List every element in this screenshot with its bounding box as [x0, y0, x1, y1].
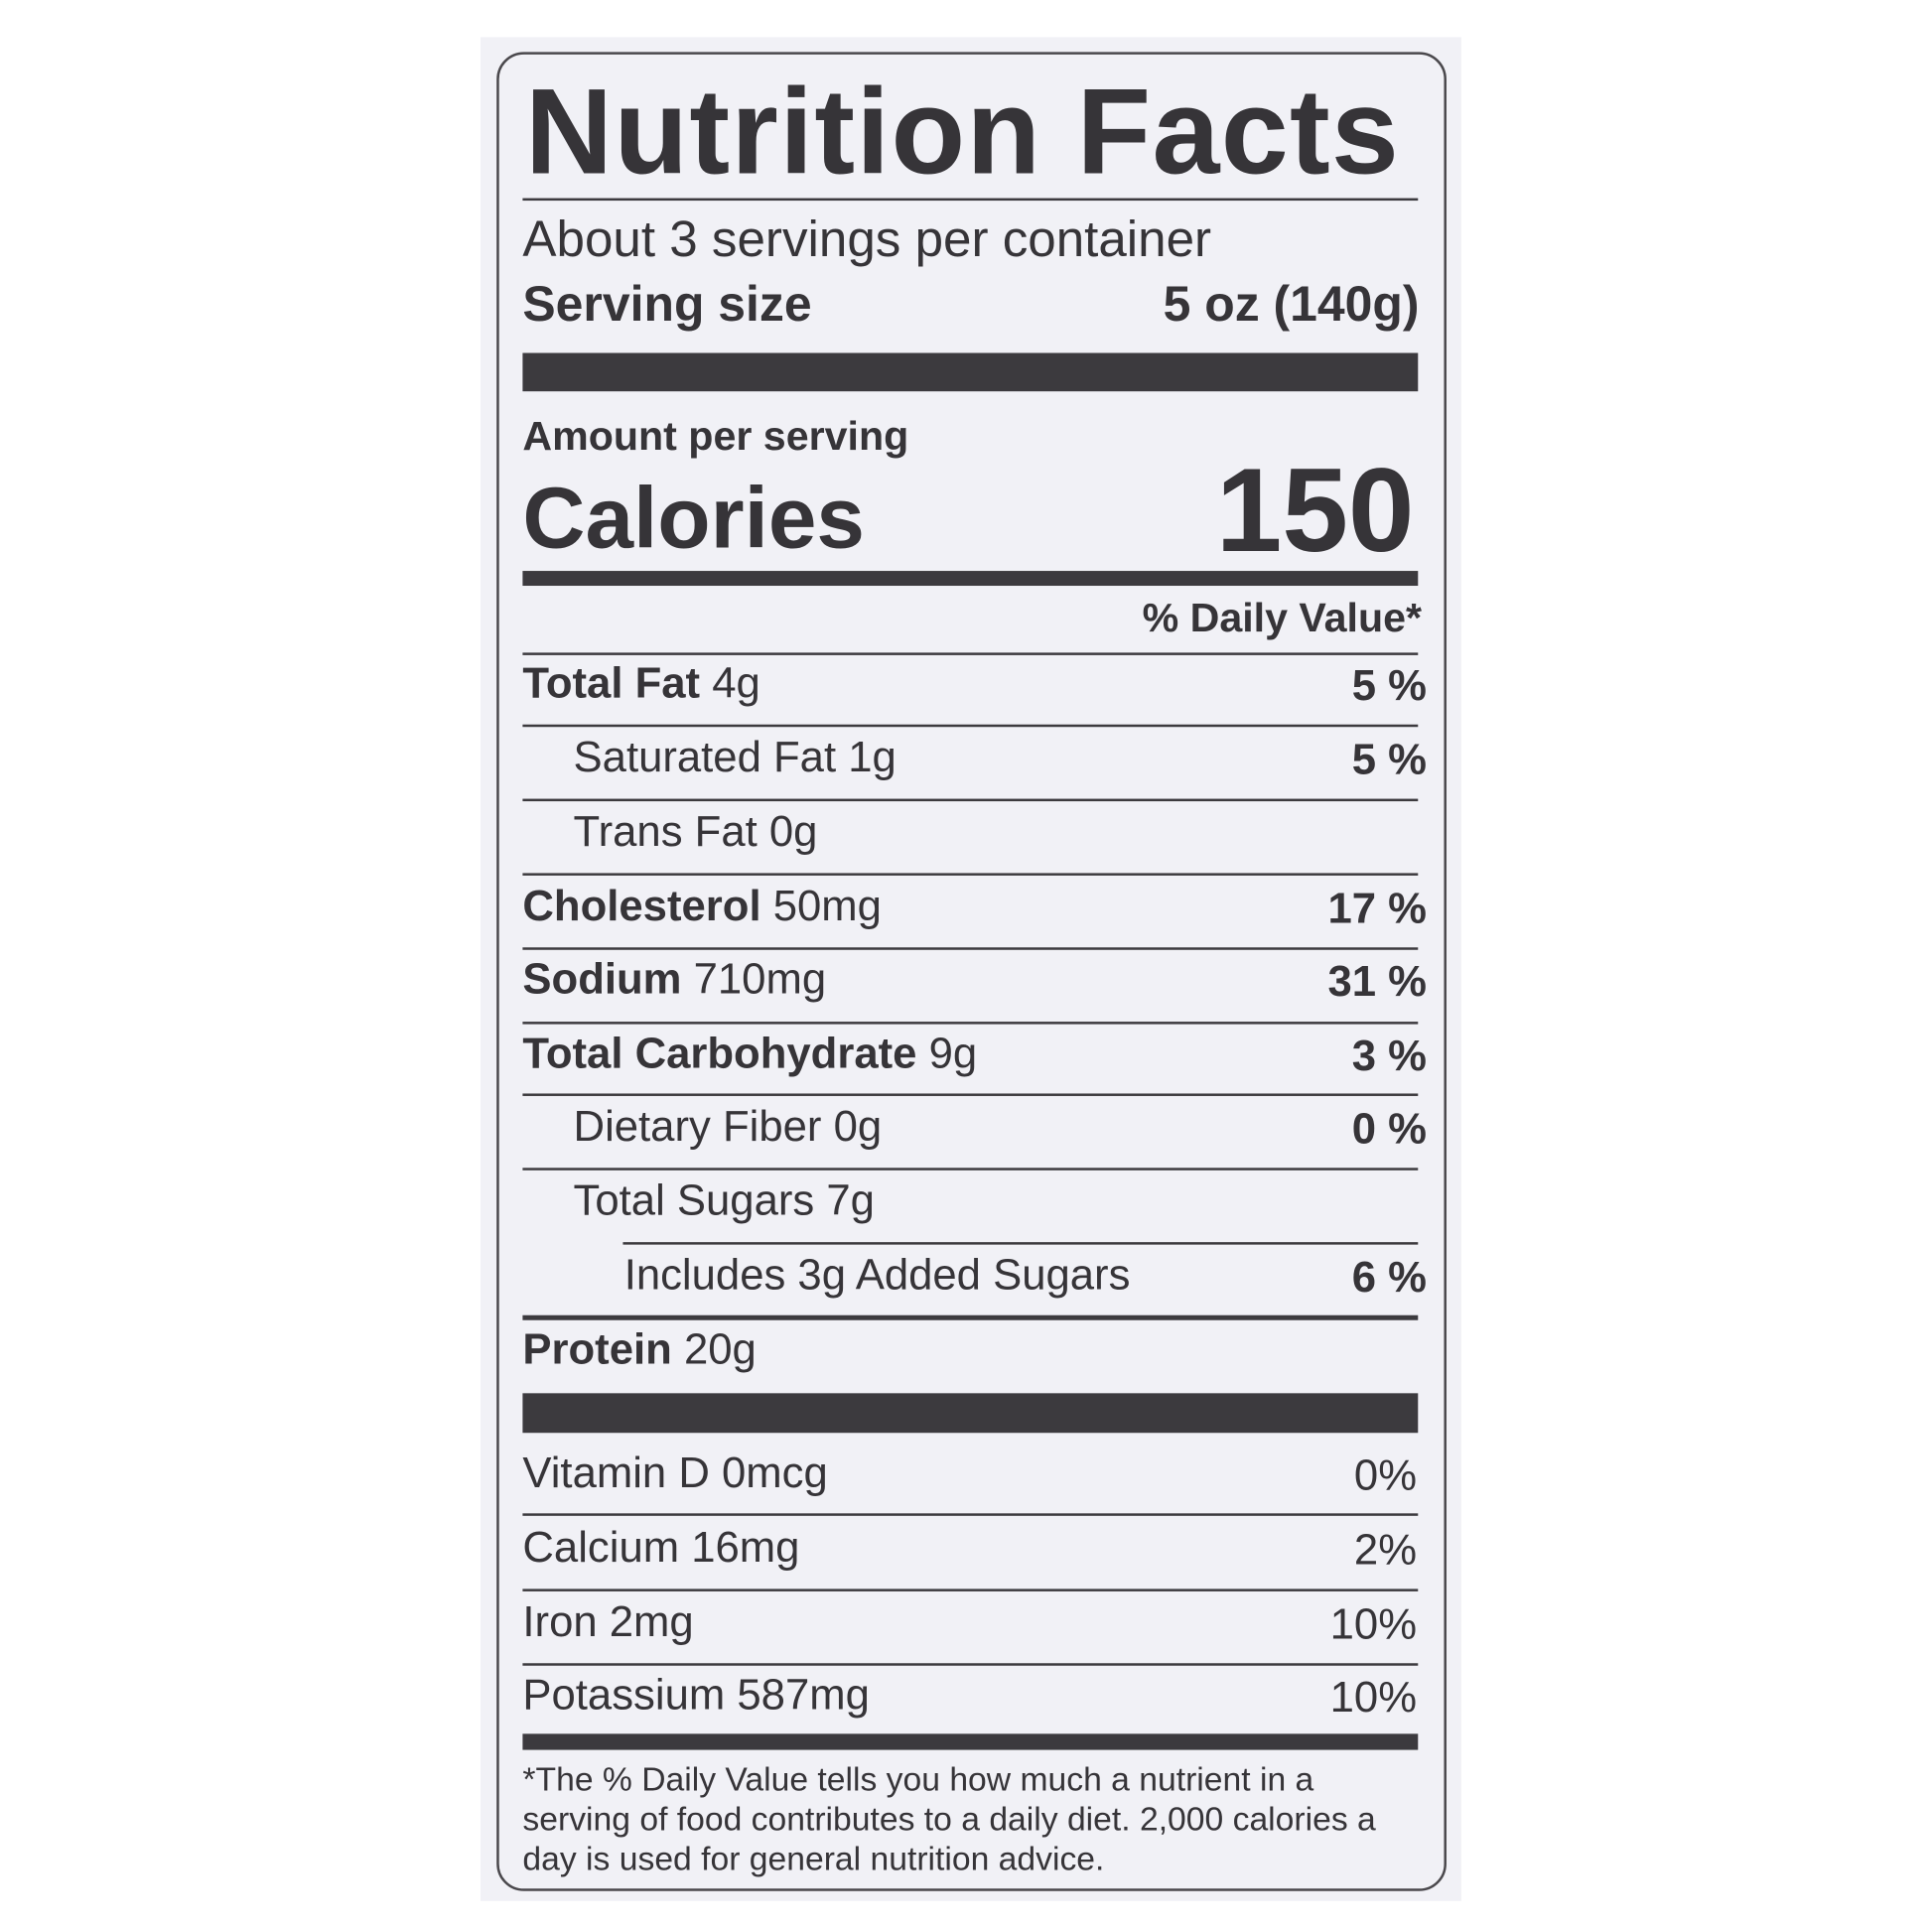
thick-bar	[522, 352, 1419, 392]
title: Nutrition Facts	[524, 63, 1401, 200]
vitamin-name: Potassium	[522, 1670, 726, 1720]
nutrient-row: Cholesterol 50mg 17 %	[522, 877, 1427, 948]
vitamin-daily-value: 2%	[1353, 1525, 1418, 1575]
nutrient-daily-value: 0 %	[1351, 1104, 1428, 1154]
nutrient-row: Dietary Fiber 0g 0 %	[574, 1097, 1427, 1169]
nutrient-name-text: Total Sugars 7g	[574, 1176, 875, 1226]
thick-bar	[522, 1393, 1419, 1434]
nutrient-amount: 0g	[768, 807, 818, 856]
calories-label: Calories	[522, 469, 865, 567]
vitamin-name-text: Vitamin D 0mcg	[522, 1449, 827, 1498]
vitamin-name-text: Iron 2mg	[522, 1597, 693, 1647]
vitamin-row: Calcium 16mg 2%	[522, 1518, 1427, 1589]
nutrient-amount: 4g	[712, 658, 760, 708]
nutrient-amount: 710mg	[693, 954, 827, 1004]
footnote: *The % Daily Value tells you how much a …	[522, 1760, 1376, 1878]
nutrient-name: Sodium	[522, 954, 682, 1004]
vitamin-name-text: Potassium 587mg	[522, 1671, 869, 1721]
nutrient-daily-value: 31 %	[1327, 957, 1428, 1006]
vitamin-amount: 16mg	[691, 1523, 800, 1572]
nutrient-row: Includes 3g Added Sugars 6 %	[624, 1246, 1427, 1317]
nutrient-name: Cholesterol	[522, 882, 761, 930]
nutrient-name-text: Dietary Fiber 0g	[574, 1102, 883, 1152]
divider	[522, 1513, 1419, 1516]
nutrient-amount: 20g	[683, 1324, 757, 1374]
nutrient-name-text: Cholesterol 50mg	[522, 882, 882, 931]
nutrient-name-text: Total Carbohydrate 9g	[522, 1030, 977, 1079]
nutrient-row: Saturated Fat 1g 5 %	[574, 728, 1427, 799]
vitamin-name-text: Calcium 16mg	[522, 1523, 799, 1573]
nutrient-name-text: Total Fat 4g	[522, 659, 759, 709]
nutrient-amount: 50mg	[772, 882, 882, 930]
vitamin-amount: 587mg	[737, 1670, 870, 1720]
divider	[522, 1022, 1419, 1025]
serving-size-label: Serving size	[522, 277, 812, 333]
nutrient-amount: 7g	[826, 1176, 875, 1225]
vitamin-row: Vitamin D 0mcg 0%	[522, 1444, 1427, 1515]
nutrient-amount: 9g	[928, 1029, 978, 1078]
nutrient-daily-value: 17 %	[1327, 884, 1428, 933]
nutrient-name: Total Sugars	[573, 1176, 815, 1225]
label-border	[496, 52, 1447, 1891]
nutrient-row: Trans Fat 0g	[574, 802, 1427, 874]
nutrient-daily-value: 6 %	[1351, 1253, 1428, 1303]
vitamin-amount: 2mg	[609, 1597, 694, 1646]
vitamin-row: Potassium 587mg 10%	[522, 1666, 1427, 1737]
vitamin-daily-value: 10%	[1329, 1673, 1418, 1722]
nutrient-daily-value: 5 %	[1351, 661, 1428, 710]
nutrient-amount: 0g	[833, 1102, 883, 1151]
divider	[522, 724, 1419, 728]
servings-per-container: About 3 servings per container	[522, 210, 1212, 268]
nutrient-name: Protein	[522, 1324, 672, 1374]
medium-bar	[522, 571, 1419, 587]
nutrient-row: Total Carbohydrate 9g 3 %	[522, 1025, 1427, 1096]
divider	[522, 652, 1419, 655]
divider	[522, 1168, 1419, 1171]
nutrient-name: Total Carbohydrate	[522, 1029, 917, 1078]
vitamin-row: Iron 2mg 10%	[522, 1592, 1427, 1664]
nutrient-daily-value: 5 %	[1351, 735, 1428, 784]
amount-per-serving: Amount per serving	[522, 412, 909, 459]
serving-size-value: 5 oz (140g)	[1163, 277, 1420, 333]
divider	[522, 1093, 1419, 1096]
vitamin-daily-value: 10%	[1329, 1599, 1418, 1649]
calories-value: 150	[1215, 444, 1415, 578]
vitamin-name: Vitamin D	[522, 1449, 710, 1498]
nutrient-row: Total Sugars 7g	[574, 1172, 1427, 1243]
nutrient-name: Saturated Fat	[573, 733, 837, 782]
nutrient-name: Dietary Fiber	[573, 1102, 822, 1151]
vitamin-daily-value: 0%	[1353, 1450, 1418, 1500]
nutrient-name-text: Protein 20g	[522, 1325, 756, 1375]
nutrient-name: Includes 3g Added Sugars	[623, 1250, 1131, 1300]
nutrient-name: Total Fat	[522, 658, 701, 708]
nutrient-daily-value: 3 %	[1351, 1032, 1428, 1080]
nutrient-name-text: Sodium 710mg	[522, 955, 826, 1005]
nutrient-name-text: Saturated Fat 1g	[574, 733, 897, 782]
divider	[522, 1663, 1419, 1666]
nutrient-name: Trans Fat	[573, 807, 758, 856]
divider	[522, 947, 1419, 950]
nutrient-name-text: Trans Fat 0g	[574, 807, 818, 857]
divider	[622, 1242, 1419, 1245]
vitamin-name: Iron	[522, 1597, 598, 1646]
nutrient-row: Sodium 710mg 31 %	[522, 950, 1427, 1022]
medium-bar	[522, 1733, 1419, 1750]
divider	[522, 798, 1419, 802]
divider	[522, 1314, 1419, 1320]
nutrient-amount: 1g	[848, 733, 897, 782]
nutrient-row: Total Fat 4g 5 %	[522, 654, 1427, 726]
vitamin-name: Calcium	[522, 1523, 680, 1572]
divider	[522, 873, 1419, 876]
daily-value-header: % Daily Value*	[1142, 594, 1423, 640]
divider	[522, 198, 1419, 202]
divider	[522, 1588, 1419, 1591]
nutrient-name-text: Includes 3g Added Sugars	[624, 1251, 1131, 1301]
vitamin-amount: 0mcg	[722, 1449, 828, 1498]
nutrient-row: Protein 20g	[522, 1320, 1427, 1392]
